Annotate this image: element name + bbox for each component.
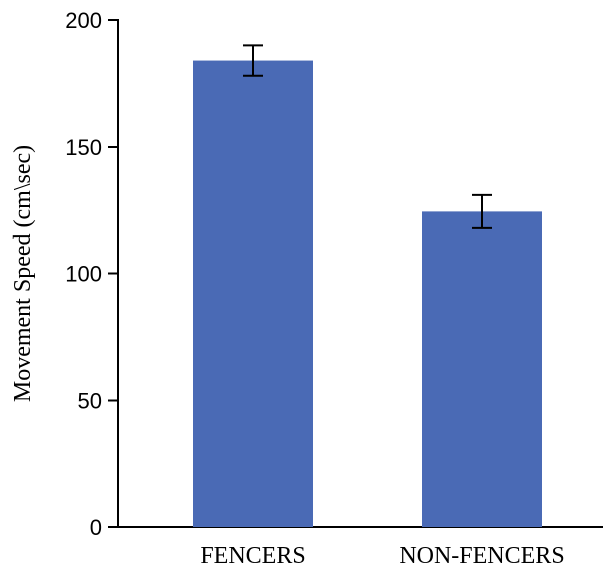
y-tick-label: 50: [78, 388, 102, 413]
x-tick-label: FENCERS: [200, 543, 305, 569]
y-axis-title: Movement Speed (cm\sec): [10, 145, 36, 402]
y-ticks: 0 50 100 150 200: [65, 8, 118, 540]
y-tick-label: 0: [90, 515, 102, 540]
x-tick-label: NON-FENCERS: [399, 543, 564, 569]
x-tick-labels: FENCERS NON-FENCERS: [200, 543, 564, 569]
bar: [422, 211, 542, 527]
bars: [193, 60, 542, 528]
error-bars: [243, 44, 492, 229]
y-tick-label: 100: [65, 262, 102, 287]
y-tick-label: 150: [65, 135, 102, 160]
bar: [193, 60, 313, 528]
y-tick-label: 200: [65, 8, 102, 33]
